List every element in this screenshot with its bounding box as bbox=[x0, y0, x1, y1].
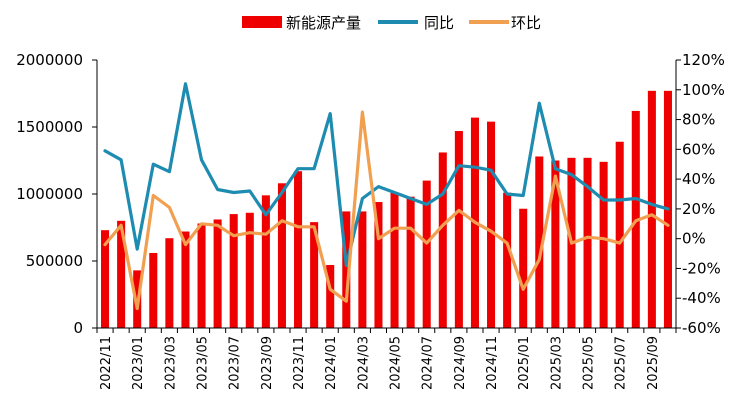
x-tick-label: 2025/03 bbox=[549, 336, 564, 390]
bar bbox=[487, 121, 496, 328]
x-tick-label: 2024/07 bbox=[421, 336, 436, 390]
x-tick-label: 2024/03 bbox=[356, 336, 371, 390]
x-tick-label: 2023/05 bbox=[196, 336, 211, 390]
x-tick-label: 2023/07 bbox=[228, 336, 243, 390]
bar bbox=[181, 231, 190, 328]
legend-mom-label: 环比 bbox=[511, 14, 541, 32]
bar bbox=[519, 208, 528, 328]
bar bbox=[229, 214, 238, 328]
bar bbox=[599, 161, 608, 328]
x-tick-label: 2023/09 bbox=[260, 336, 275, 390]
bar bbox=[454, 131, 463, 328]
x-tick-label: 2023/11 bbox=[292, 336, 307, 390]
x-tick-label: 2024/11 bbox=[485, 336, 500, 390]
bar bbox=[101, 230, 110, 328]
bar bbox=[342, 211, 351, 328]
x-tick-label: 2024/09 bbox=[453, 336, 468, 390]
right-tick-label: -40% bbox=[682, 289, 721, 307]
bar bbox=[245, 212, 254, 328]
right-tick-label: 40% bbox=[682, 170, 715, 188]
bar bbox=[310, 222, 319, 328]
x-tick-label: 2024/05 bbox=[389, 336, 404, 390]
right-tick-label: 120% bbox=[682, 51, 725, 69]
left-tick-label: 2000000 bbox=[16, 51, 83, 69]
x-tick-label: 2025/01 bbox=[517, 336, 532, 390]
left-tick-label: 1500000 bbox=[16, 118, 83, 136]
legend-bar-label: 新能源产量 bbox=[286, 14, 361, 32]
yoy-line bbox=[103, 82, 670, 268]
left-tick-label: 500000 bbox=[26, 252, 83, 270]
x-tick-label: 2025/05 bbox=[582, 336, 597, 390]
left-tick-label: 1000000 bbox=[16, 185, 83, 203]
x-tick-label: 2024/01 bbox=[324, 336, 339, 390]
x-tick-label: 2023/03 bbox=[163, 336, 178, 390]
bar bbox=[261, 195, 270, 328]
x-tick-label: 2025/07 bbox=[614, 336, 629, 390]
right-tick-label: 60% bbox=[682, 140, 715, 158]
x-tick-label: 2022/11 bbox=[99, 336, 114, 390]
bar bbox=[374, 202, 383, 328]
mom-line bbox=[103, 110, 670, 311]
bar bbox=[535, 156, 544, 328]
bar bbox=[438, 152, 447, 328]
bar bbox=[117, 220, 126, 328]
bar bbox=[390, 192, 399, 328]
right-tick-label: 0% bbox=[682, 230, 706, 248]
bar bbox=[551, 160, 560, 328]
x-tick-label: 2023/01 bbox=[131, 336, 146, 390]
right-tick-label: -20% bbox=[682, 259, 721, 277]
bar bbox=[583, 157, 592, 328]
right-tick-label: 100% bbox=[682, 81, 725, 99]
bar bbox=[503, 192, 512, 328]
bar bbox=[358, 211, 367, 328]
bar bbox=[647, 90, 656, 328]
legend: 新能源产量 同比 环比 bbox=[242, 14, 541, 32]
x-tick-label: 2025/09 bbox=[646, 336, 661, 390]
right-tick-label: 80% bbox=[682, 111, 715, 129]
bar bbox=[422, 180, 431, 328]
bar bbox=[165, 238, 174, 328]
line-series bbox=[103, 82, 670, 311]
bar-series bbox=[101, 90, 672, 329]
left-tick-label: 0 bbox=[73, 319, 83, 337]
bar bbox=[149, 252, 158, 328]
bar bbox=[277, 183, 286, 328]
bar bbox=[294, 171, 303, 328]
bar bbox=[615, 141, 624, 328]
right-tick-label: -60% bbox=[682, 319, 721, 337]
legend-bar-swatch bbox=[242, 16, 282, 28]
axes: 0 500000 1000000 1500000 2000000 -60% -40% -20%… bbox=[16, 51, 725, 390]
bar bbox=[326, 265, 335, 328]
bar bbox=[406, 196, 415, 328]
legend-yoy-label: 同比 bbox=[424, 14, 454, 32]
bar bbox=[197, 223, 206, 328]
right-tick-label: 20% bbox=[682, 200, 715, 218]
bar bbox=[213, 219, 222, 328]
